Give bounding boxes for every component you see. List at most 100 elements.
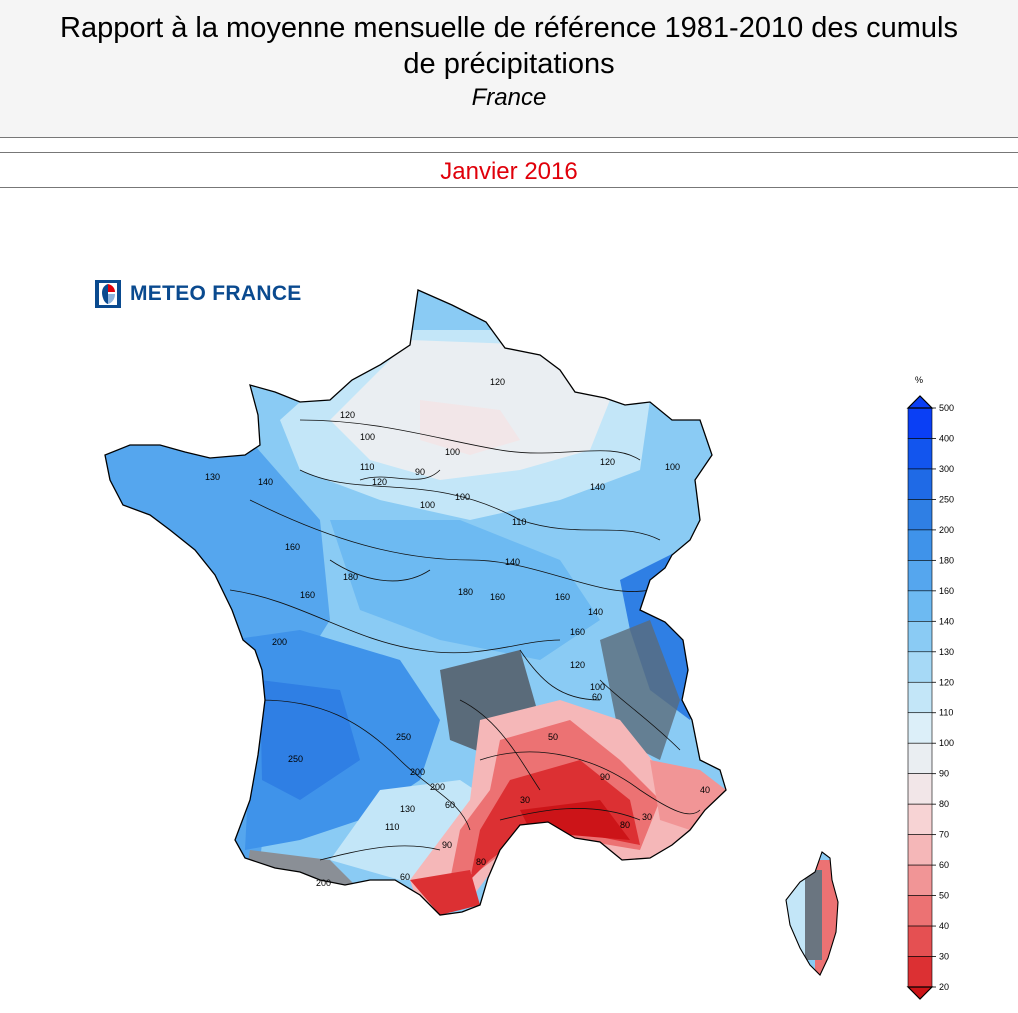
legend-level-label: 20 (939, 982, 949, 992)
contour-labels: 120 120 100 100 110 120 100 100 90 110 1… (205, 377, 710, 888)
contour-label: 130 (205, 472, 220, 482)
legend-level-label: 40 (939, 921, 949, 931)
legend-level-label: 130 (939, 647, 954, 657)
map-title-line-1: Rapport à la moyenne mensuelle de référe… (60, 12, 958, 44)
logo-text: METEO FRANCE (130, 282, 302, 305)
legend-color-box (907, 803, 933, 835)
legend-level-label: 180 (939, 555, 954, 565)
period-label: Janvier 2016 (440, 158, 578, 185)
legend-min-arrow (906, 986, 934, 1000)
legend-level-label: 500 (939, 403, 954, 413)
legend-level-label: 80 (939, 799, 949, 809)
precipitation-map: 120 120 100 100 110 120 100 100 90 110 1… (104, 289, 839, 976)
legend-level-label: 300 (939, 464, 954, 474)
legend-level-label: 200 (939, 525, 954, 535)
contour-label: 100 (455, 492, 470, 502)
legend-color-box (907, 438, 933, 470)
legend-level-label: 160 (939, 586, 954, 596)
meteo-france-logo-icon (95, 280, 121, 308)
legend-color-box (907, 925, 933, 957)
legend-level-label: 50 (939, 891, 949, 901)
legend-color-box (907, 742, 933, 774)
legend-level-label: 70 (939, 830, 949, 840)
contour-label: 120 (600, 457, 615, 467)
contour-label: 110 (512, 517, 526, 527)
contour-label: 100 (445, 447, 460, 457)
legend-max-arrow (906, 395, 934, 409)
contour-label: 110 (385, 822, 399, 832)
legend-level-label: 110 (939, 708, 953, 718)
contour-label: 130 (400, 804, 415, 814)
legend-color-box (907, 560, 933, 592)
contour-label: 180 (343, 572, 358, 582)
contour-label: 90 (415, 467, 425, 477)
legend-color-box (907, 499, 933, 531)
legend-color-boxes (906, 395, 934, 1000)
contour-label: 60 (445, 800, 455, 810)
legend-color-box (907, 407, 933, 439)
legend-level-label: 30 (939, 952, 949, 962)
meteo-france-logo: METEO FRANCE (95, 280, 302, 308)
contour-label: 120 (372, 477, 387, 487)
contour-label: 250 (288, 754, 303, 764)
legend-color-box (907, 621, 933, 653)
france-outline (104, 289, 727, 916)
header-band: Rapport à la moyenne mensuelle de référe… (0, 0, 1018, 138)
legend-color-box (907, 590, 933, 622)
contour-label: 250 (396, 732, 411, 742)
contour-label: 30 (642, 812, 652, 822)
contour-label: 120 (490, 377, 505, 387)
legend-level-label: 250 (939, 494, 954, 504)
color-scale-legend: 500 400 300 250 200 180 160 140 130 120 110 100 90 80… (906, 395, 954, 1000)
contour-label: 120 (340, 410, 355, 420)
contour-label: 30 (520, 795, 530, 805)
contour-label: 200 (316, 878, 331, 888)
legend-color-box (907, 834, 933, 866)
legend-level-labels: 500 400 300 250 200 180 160 140 130 120 110 100 90 80… (932, 403, 954, 992)
legend-color-box (907, 712, 933, 744)
legend-color-box (907, 956, 933, 988)
contour-label: 140 (590, 482, 605, 492)
contour-label: 180 (458, 587, 473, 597)
contour-label: 160 (490, 592, 505, 602)
contour-label: 100 (590, 682, 605, 692)
legend-color-box (907, 681, 933, 714)
contour-label: 140 (588, 607, 603, 617)
contour-label: 120 (570, 660, 585, 670)
legend-level-label: 140 (939, 616, 954, 626)
legend-color-box (907, 864, 933, 896)
contour-label: 100 (420, 500, 435, 510)
legend-level-label: 100 (939, 738, 954, 748)
legend-color-box (907, 468, 933, 500)
map-title-line-2: de précipitations (403, 48, 615, 80)
contour-label: 160 (555, 592, 570, 602)
contour-label: 50 (548, 732, 558, 742)
legend-level-label: 400 (939, 433, 954, 443)
region-subtitle: France (471, 84, 547, 111)
contour-label: 200 (410, 767, 425, 777)
legend-color-box (907, 773, 933, 805)
contour-label: 90 (600, 772, 610, 782)
contour-label: 110 (360, 462, 374, 472)
contour-label: 80 (476, 857, 486, 867)
legend-color-box (907, 529, 933, 561)
contour-label: 200 (272, 637, 287, 647)
contour-label: 160 (285, 542, 300, 552)
france-precipitation-fill (105, 290, 726, 915)
contour-label: 100 (665, 462, 680, 472)
legend-color-box (907, 895, 933, 927)
contour-label: 200 (430, 782, 445, 792)
contour-label: 160 (300, 590, 315, 600)
legend-level-label: 60 (939, 860, 949, 870)
period-band: Janvier 2016 (0, 152, 1018, 188)
contour-label: 100 (360, 432, 375, 442)
corsica-outline (785, 851, 839, 976)
contour-label: 160 (570, 627, 585, 637)
contour-label: 140 (258, 477, 273, 487)
contour-label: 90 (442, 840, 452, 850)
legend-color-box (907, 651, 933, 683)
legend-level-label: 120 (939, 677, 954, 687)
contour-label: 80 (620, 820, 630, 830)
contour-label: 60 (400, 872, 410, 882)
contour-label: 140 (505, 557, 520, 567)
